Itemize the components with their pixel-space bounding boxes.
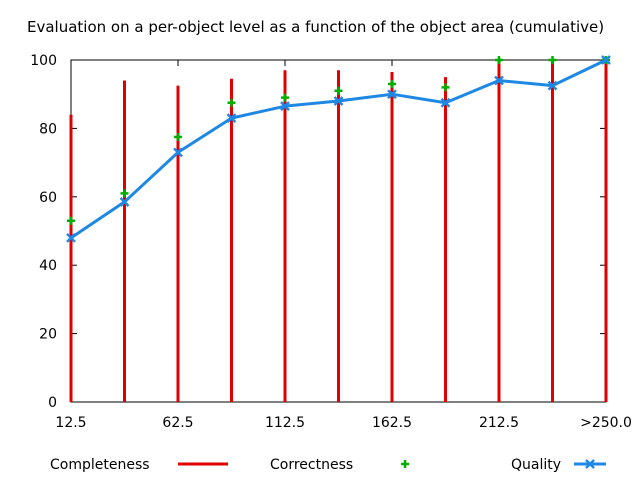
quality-point (226, 113, 237, 124)
quality-point (547, 80, 558, 91)
y-tick-label: 40 (39, 258, 57, 274)
correctness-point (388, 79, 396, 88)
quality-marker-b (119, 197, 130, 207)
correctness-point (67, 216, 75, 225)
quality-marker-b (333, 96, 344, 106)
correctness-point (227, 98, 236, 107)
x-tick-label: 12.5 (55, 415, 86, 431)
legend: Completeness Correctness Quality (50, 457, 606, 473)
quality-point (494, 75, 504, 86)
correctness-point (281, 93, 289, 102)
quality-marker-b (440, 97, 451, 108)
quality-marker-b (173, 147, 183, 158)
correctness-point (441, 83, 450, 92)
y-tick-label: 20 (39, 327, 57, 343)
plot-area: 0 20 40 60 80 100 12.5 62.5 112.5 162.5 212.5 >250.… (30, 53, 632, 431)
quality-marker-b (547, 80, 558, 91)
quality-marker-b (280, 101, 290, 112)
x-tick-label: 112.5 (265, 415, 305, 431)
y-tick-label: 80 (39, 121, 57, 137)
quality-marker-b (585, 459, 595, 469)
quality-marker-b (601, 55, 611, 65)
quality-point (173, 147, 183, 158)
correctness-point (174, 132, 182, 141)
chart-title: Evaluation on a per-object level as a fu… (27, 18, 604, 36)
quality-marker-b (387, 89, 397, 100)
legend-label: Quality (511, 457, 561, 473)
x-tick-label: >250.0 (580, 415, 632, 431)
y-tick-label: 0 (48, 395, 57, 411)
quality-point (66, 232, 76, 243)
quality-point (601, 55, 611, 65)
quality-marker-b (226, 113, 237, 124)
y-tick-label: 100 (30, 53, 57, 69)
quality-point (387, 89, 397, 100)
correctness-point (548, 56, 557, 64)
correctness-point (495, 56, 503, 64)
quality-marker-b (66, 232, 76, 243)
correctness-point (334, 86, 343, 95)
quality-point (280, 101, 290, 112)
correctness-point (120, 189, 129, 198)
quality-point (333, 96, 344, 106)
quality-marker-b (494, 75, 504, 86)
quality-point (119, 197, 130, 207)
legend-label: Completeness (50, 457, 150, 473)
legend-key-correctness (401, 460, 409, 468)
quality-point (440, 97, 451, 108)
legend-key-quality (585, 459, 595, 469)
x-tick-label: 62.5 (162, 415, 193, 431)
x-tick-label: 212.5 (479, 415, 519, 431)
x-tick-label: 162.5 (372, 415, 412, 431)
y-tick-label: 60 (39, 190, 57, 206)
legend-label: Correctness (270, 457, 353, 473)
